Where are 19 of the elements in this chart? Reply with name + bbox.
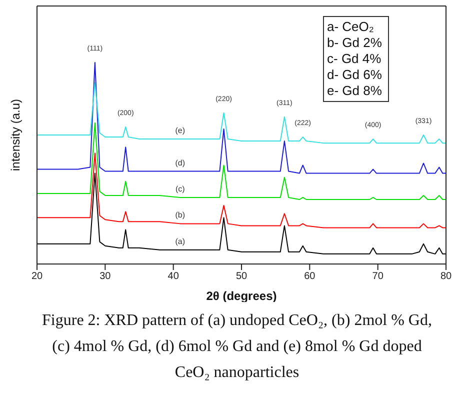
text: b- Gd 2%	[327, 35, 382, 51]
series-label: (a)	[175, 236, 186, 246]
x-tick-label: 20	[31, 271, 43, 282]
annotation: d- Gd 6%	[327, 67, 382, 83]
text: a- CeO₂	[327, 19, 375, 35]
x-tick-label: 40	[168, 271, 180, 282]
x-tick-label: 60	[304, 271, 316, 282]
series-label: (e)	[175, 126, 186, 136]
annotation: c- Gd 4%	[327, 51, 382, 67]
x-tick-label: 50	[236, 271, 248, 282]
series-label: (d)	[175, 158, 186, 168]
x-tick-label: 80	[440, 271, 452, 282]
series-label: (c)	[175, 184, 186, 194]
y-axis-title: intensity (a.u)	[8, 98, 22, 172]
caption: Figure 2: XRD pattern of (a) undoped CeO₂, (b) 2mol % Gd, (c) 4mol % Gd, (d) 6mol % Gd and (e) 8mol % Gd doped CeO₂ nanoparticles	[41, 311, 433, 383]
annotation: e- Gd 8%	[327, 83, 382, 99]
x-tick-label: 70	[372, 271, 384, 282]
series-label: (b)	[175, 210, 186, 220]
x-tick-label: 30	[100, 271, 112, 282]
